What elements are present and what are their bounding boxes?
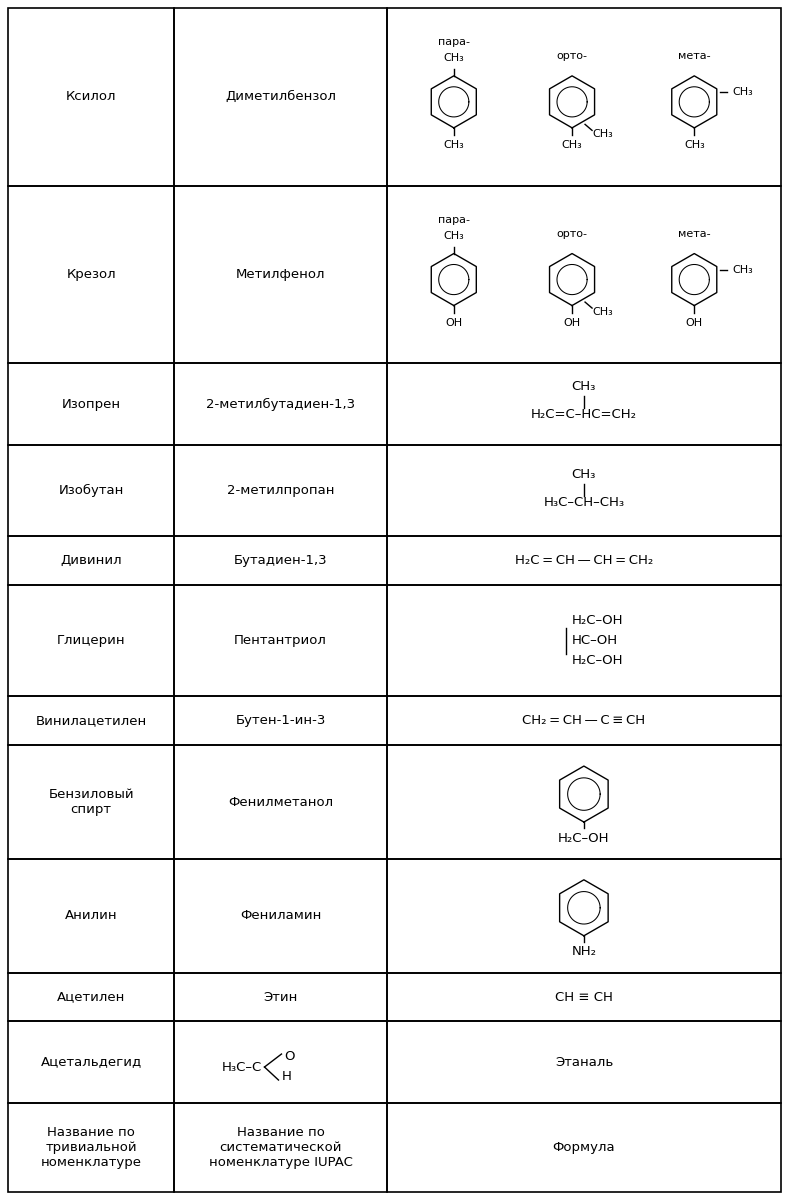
Bar xyxy=(8,8,174,186)
Text: пара-: пара- xyxy=(438,215,469,224)
Bar xyxy=(174,745,387,859)
Text: мета-: мета- xyxy=(678,50,711,61)
Bar xyxy=(387,8,781,186)
Bar xyxy=(174,584,387,696)
Text: Крезол: Крезол xyxy=(66,268,116,281)
Text: CH₃: CH₃ xyxy=(593,130,613,139)
Text: CH ≡ CH: CH ≡ CH xyxy=(555,990,613,1003)
Text: CH₃: CH₃ xyxy=(443,230,464,240)
Bar xyxy=(174,364,387,445)
Text: HC–OH: HC–OH xyxy=(572,634,618,647)
Text: CH₃: CH₃ xyxy=(593,307,613,317)
Text: OH: OH xyxy=(445,318,462,328)
Bar xyxy=(387,973,781,1021)
Text: OH: OH xyxy=(686,318,703,328)
Text: NH₂: NH₂ xyxy=(571,946,596,959)
Text: 2-метилбутадиен-1,3: 2-метилбутадиен-1,3 xyxy=(206,397,355,410)
Bar xyxy=(387,364,781,445)
Bar xyxy=(174,186,387,364)
Text: Метилфенол: Метилфенол xyxy=(236,268,325,281)
Text: CH₃: CH₃ xyxy=(572,468,596,481)
Text: H: H xyxy=(282,1070,291,1084)
Text: H₂C–OH: H₂C–OH xyxy=(558,832,610,845)
Text: орто-: орто- xyxy=(556,50,588,61)
Bar xyxy=(387,186,781,364)
Text: Диметилбензол: Диметилбензол xyxy=(225,90,336,103)
Text: Винилацетилен: Винилацетилен xyxy=(36,714,147,727)
Bar xyxy=(174,859,387,973)
Bar xyxy=(8,445,174,536)
Bar xyxy=(387,584,781,696)
Bar xyxy=(8,859,174,973)
Text: мета-: мета- xyxy=(678,228,711,239)
Text: Этаналь: Этаналь xyxy=(555,1056,613,1068)
Text: H₂C=C–HC=CH₂: H₂C=C–HC=CH₂ xyxy=(531,408,637,420)
Text: Анилин: Анилин xyxy=(65,910,118,923)
Text: H₂C = CH — CH = CH₂: H₂C = CH — CH = CH₂ xyxy=(514,554,653,566)
Text: пара-: пара- xyxy=(438,37,469,47)
Bar xyxy=(174,973,387,1021)
Text: H₂C–OH: H₂C–OH xyxy=(572,614,623,628)
Text: CH₃: CH₃ xyxy=(562,140,582,150)
Text: Изобутан: Изобутан xyxy=(58,484,124,497)
Bar xyxy=(8,745,174,859)
Text: CH₃: CH₃ xyxy=(732,86,753,97)
Text: Формула: Формула xyxy=(552,1141,615,1154)
Text: 2-метилпропан: 2-метилпропан xyxy=(226,484,335,497)
Text: Название по
систематической
номенклатуре IUPAC: Название по систематической номенклатуре… xyxy=(208,1126,353,1169)
Text: CH₃: CH₃ xyxy=(443,140,464,150)
Text: Ацетилен: Ацетилен xyxy=(57,990,125,1003)
Text: Ацетальдегид: Ацетальдегид xyxy=(40,1056,142,1068)
Bar xyxy=(387,1103,781,1192)
Text: CH₃: CH₃ xyxy=(572,379,596,392)
Bar xyxy=(8,364,174,445)
Text: Бутадиен-1,3: Бутадиен-1,3 xyxy=(234,554,327,566)
Text: Бензиловый
спирт: Бензиловый спирт xyxy=(48,788,134,816)
Bar xyxy=(8,696,174,745)
Bar xyxy=(387,745,781,859)
Bar xyxy=(387,536,781,584)
Text: CH₃: CH₃ xyxy=(732,264,753,275)
Bar xyxy=(387,696,781,745)
Bar xyxy=(387,445,781,536)
Bar xyxy=(8,536,174,584)
Text: Дивинил: Дивинил xyxy=(60,554,122,566)
Bar xyxy=(387,859,781,973)
Text: Фениламин: Фениламин xyxy=(240,910,321,923)
Text: Ксилол: Ксилол xyxy=(65,90,116,103)
Text: H₃C–CH–CH₃: H₃C–CH–CH₃ xyxy=(544,496,624,509)
Text: H₃C–C: H₃C–C xyxy=(222,1061,263,1074)
Bar xyxy=(174,1103,387,1192)
Text: CH₂ = CH — C ≡ CH: CH₂ = CH — C ≡ CH xyxy=(522,714,645,727)
Text: CH₃: CH₃ xyxy=(684,140,705,150)
Bar xyxy=(174,536,387,584)
Text: H₂C–OH: H₂C–OH xyxy=(572,654,623,667)
Bar xyxy=(8,1103,174,1192)
Bar xyxy=(8,584,174,696)
Text: Глицерин: Глицерин xyxy=(57,634,125,647)
Text: орто-: орто- xyxy=(556,228,588,239)
Text: Название по
тривиальной
номенклатуре: Название по тривиальной номенклатуре xyxy=(40,1126,141,1169)
Bar xyxy=(8,973,174,1021)
Text: Этин: Этин xyxy=(264,990,297,1003)
Bar xyxy=(174,696,387,745)
Bar xyxy=(174,445,387,536)
Bar xyxy=(8,1021,174,1103)
Text: Фенилметанол: Фенилметанол xyxy=(228,796,333,809)
Text: Изопрен: Изопрен xyxy=(62,397,121,410)
Text: Бутен-1-ин-3: Бутен-1-ин-3 xyxy=(235,714,326,727)
Text: O: O xyxy=(285,1050,295,1063)
Bar xyxy=(387,1021,781,1103)
Bar xyxy=(174,8,387,186)
Text: OH: OH xyxy=(563,318,581,328)
Text: CH₃: CH₃ xyxy=(443,53,464,62)
Bar xyxy=(174,1021,387,1103)
Text: Пентантриол: Пентантриол xyxy=(234,634,327,647)
Bar xyxy=(8,186,174,364)
